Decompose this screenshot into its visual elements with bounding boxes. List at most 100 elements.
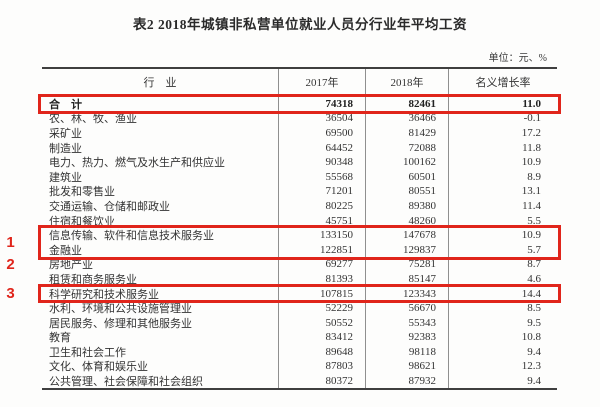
value-2018-cell: 80551	[365, 184, 448, 199]
table-row: 采矿业 69500 81429 17.2	[42, 125, 557, 141]
value-2017-cell: 55568	[278, 169, 365, 185]
industry-cell: 住宿和餐饮业	[49, 215, 115, 228]
table-row: 水利、环境和公共设施管理业 52229 56670 8.5	[42, 300, 557, 316]
value-2018-cell: 75281	[365, 257, 448, 272]
value-2017-cell: 133150	[278, 227, 365, 243]
table-row: 科学研究和技术服务业 107815 123343 14.4	[42, 286, 557, 301]
growth-cell: 8.9	[448, 169, 557, 185]
value-2018-cell: 36466	[365, 111, 448, 126]
header-cell-2018: 2018年	[365, 69, 448, 96]
value-2018-cell: 87932	[365, 373, 448, 389]
table-row: 住宿和餐饮业 45751 48260 5.5	[42, 213, 557, 228]
wage-table: 行 业 2017年 2018年 名义增长率 合 计 74318 82461 11…	[42, 67, 557, 391]
value-2017-cell: 122851	[278, 242, 365, 258]
header-cell-growth: 名义增长率	[448, 69, 557, 96]
value-2017-cell: 69277	[278, 257, 365, 272]
table-row: 电力、热力、燃气及水生产和供应业 90348 100162 10.9	[42, 154, 557, 170]
industry-cell: 水利、环境和公共设施管理业	[49, 303, 192, 316]
value-2018-cell: 81429	[365, 125, 448, 141]
growth-cell: -0.1	[448, 111, 557, 126]
value-2017-cell: 87803	[278, 359, 365, 374]
value-2017-cell: 80225	[278, 198, 365, 214]
growth-cell: 17.2	[448, 125, 557, 141]
growth-cell: 13.1	[448, 184, 557, 199]
growth-cell: 5.7	[448, 242, 557, 258]
table-row: 公共管理、社会保障和社会组织 80372 87932 9.4	[42, 373, 557, 389]
rank-label: 3	[6, 285, 15, 303]
table-row: 信息传输、软件和信息技术服务业 133150 147678 10.9	[42, 227, 557, 243]
value-2018-cell: 48260	[365, 213, 448, 228]
table-row: 金融业 122851 129837 5.7	[42, 242, 557, 258]
industry-cell: 卫生和社会工作	[49, 346, 126, 359]
value-2017-cell: 50552	[278, 315, 365, 330]
industry-cell: 农、林、牧、渔业	[49, 113, 137, 126]
industry-cell: 批发和零售业	[49, 186, 115, 199]
industry-cell: 房地产业	[49, 259, 93, 272]
value-2017-cell: 90348	[278, 154, 365, 170]
value-2017-cell: 74318	[278, 96, 365, 112]
table-header-row: 行 业 2017年 2018年 名义增长率	[42, 67, 557, 97]
industry-cell: 租赁和商务服务业	[49, 273, 137, 286]
value-2018-cell: 100162	[365, 154, 448, 170]
growth-cell: 11.8	[448, 140, 557, 155]
table-row: 农、林、牧、渔业 36504 36466 -0.1	[42, 111, 557, 126]
table-row: 文化、体育和娱乐业 87803 98621 12.3	[42, 359, 557, 374]
unit-note: 单位：元、%	[488, 53, 547, 64]
table-row: 房地产业 69277 75281 8.7	[42, 257, 557, 272]
industry-cell: 文化、体育和娱乐业	[49, 361, 148, 374]
table-row: 租赁和商务服务业 81393 85147 4.6	[42, 271, 557, 287]
value-2017-cell: 71201	[278, 184, 365, 199]
value-2018-cell: 147678	[365, 227, 448, 243]
industry-cell: 居民服务、修理和其他服务业	[49, 317, 192, 330]
growth-cell: 12.3	[448, 359, 557, 374]
growth-cell: 14.4	[448, 286, 557, 301]
growth-cell: 8.7	[448, 257, 557, 272]
value-2018-cell: 56670	[365, 300, 448, 316]
growth-cell: 11.0	[448, 96, 557, 112]
rank-label: 2	[6, 255, 15, 273]
header-cell-2017: 2017年	[278, 69, 365, 96]
table-row: 交通运输、仓储和邮政业 80225 89380 11.4	[42, 198, 557, 214]
industry-cell: 建筑业	[49, 171, 82, 184]
header-cell-industry: 行 业	[143, 77, 177, 90]
value-2017-cell: 45751	[278, 213, 365, 228]
table-row: 建筑业 55568 60501 8.9	[42, 169, 557, 185]
value-2018-cell: 85147	[365, 271, 448, 287]
industry-cell: 金融业	[49, 244, 82, 257]
value-2017-cell: 69500	[278, 125, 365, 141]
value-2017-cell: 64452	[278, 140, 365, 155]
industry-cell: 交通运输、仓储和邮政业	[49, 200, 170, 213]
growth-cell: 9.5	[448, 315, 557, 330]
value-2017-cell: 81393	[278, 271, 365, 287]
value-2018-cell: 60501	[365, 169, 448, 185]
value-2018-cell: 92383	[365, 330, 448, 345]
growth-cell: 5.5	[448, 213, 557, 228]
growth-cell: 10.9	[448, 227, 557, 243]
industry-cell: 公共管理、社会保障和社会组织	[49, 376, 203, 389]
industry-cell: 合 计	[49, 98, 82, 111]
value-2018-cell: 98621	[365, 359, 448, 374]
industry-cell: 采矿业	[49, 127, 82, 140]
value-2018-cell: 72088	[365, 140, 448, 155]
industry-cell: 科学研究和技术服务业	[49, 288, 159, 301]
table-row: 教育 83412 92383 10.8	[42, 330, 557, 345]
growth-cell: 11.4	[448, 198, 557, 214]
value-2018-cell: 123343	[365, 286, 448, 301]
value-2017-cell: 107815	[278, 286, 365, 301]
value-2018-cell: 55343	[365, 315, 448, 330]
growth-cell: 10.8	[448, 330, 557, 345]
value-2017-cell: 36504	[278, 111, 365, 126]
value-2018-cell: 129837	[365, 242, 448, 258]
growth-cell: 10.9	[448, 154, 557, 170]
value-2017-cell: 52229	[278, 300, 365, 316]
growth-cell: 4.6	[448, 271, 557, 287]
table-body: 合 计 74318 82461 11.0 农、林、牧、渔业 36504 3646…	[42, 96, 557, 391]
value-2017-cell: 83412	[278, 330, 365, 345]
rank-label: 1	[6, 233, 15, 251]
table-row: 批发和零售业 71201 80551 13.1	[42, 184, 557, 199]
industry-cell: 信息传输、软件和信息技术服务业	[49, 230, 214, 243]
growth-cell: 9.4	[448, 344, 557, 360]
table-row: 卫生和社会工作 89648 98118 9.4	[42, 344, 557, 360]
value-2017-cell: 89648	[278, 344, 365, 360]
